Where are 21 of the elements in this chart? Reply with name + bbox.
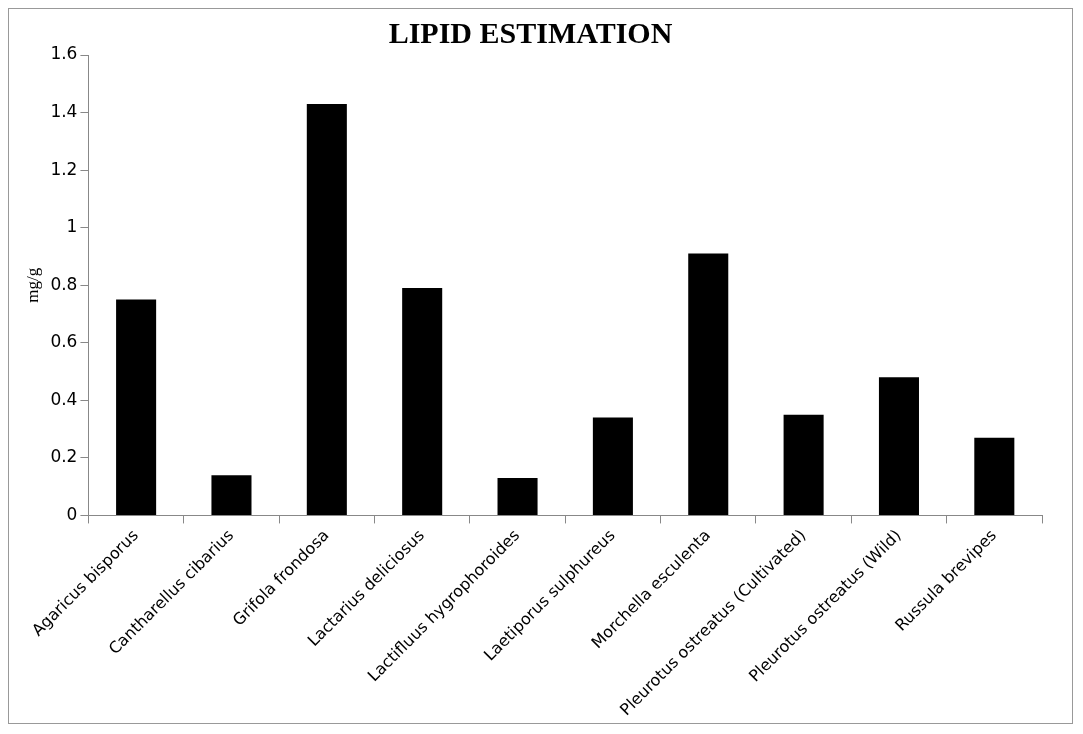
bar xyxy=(688,253,729,515)
bar xyxy=(783,414,824,515)
y-tick-label: 1.4 xyxy=(50,100,78,121)
bar xyxy=(402,288,443,515)
y-tick-label: 0.8 xyxy=(50,273,78,294)
chart-title: LIPID ESTIMATION xyxy=(388,15,673,49)
y-tick-label: 1.2 xyxy=(50,158,78,179)
bar xyxy=(878,377,919,515)
y-axis-title: mg/g xyxy=(22,267,42,303)
y-tick-label: 1.6 xyxy=(50,43,78,64)
y-tick-label: 0.6 xyxy=(50,331,78,352)
y-tick-label: 0.2 xyxy=(50,446,78,467)
bar xyxy=(974,437,1015,515)
bar xyxy=(306,103,347,515)
bar xyxy=(497,478,538,515)
bar xyxy=(211,475,252,515)
bar xyxy=(592,417,633,515)
bar xyxy=(116,299,157,515)
y-tick-label: 1 xyxy=(66,216,78,237)
y-tick-label: 0 xyxy=(66,503,78,524)
y-tick-label: 0.4 xyxy=(50,388,78,409)
